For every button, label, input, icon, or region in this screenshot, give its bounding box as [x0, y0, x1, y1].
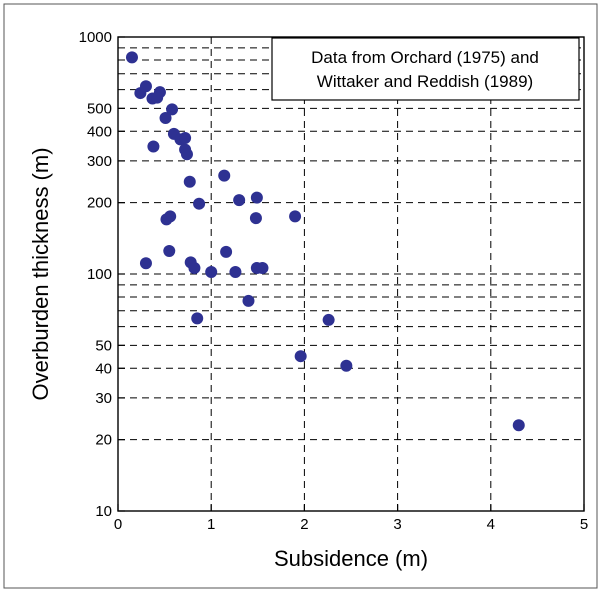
- data-point: [139, 80, 152, 93]
- x-tick-label: 4: [487, 516, 495, 533]
- annotation-line-1: Data from Orchard (1975) and: [311, 48, 539, 67]
- y-tick-label: 200: [87, 195, 112, 212]
- x-tick-label: 1: [207, 516, 215, 533]
- data-points: [125, 51, 525, 432]
- annotation-frame: [271, 37, 580, 101]
- y-tick-label: 100: [87, 266, 112, 283]
- data-point: [256, 262, 269, 275]
- y-tick-label: 1000: [79, 29, 112, 46]
- data-point: [289, 210, 302, 223]
- data-point: [220, 245, 233, 258]
- data-point: [249, 212, 262, 225]
- figure-frame: [3, 3, 598, 589]
- data-point: [159, 112, 172, 125]
- grid: [118, 36, 584, 511]
- data-point: [205, 265, 218, 278]
- data-point: [294, 350, 307, 363]
- data-point: [218, 169, 231, 182]
- y-tick-label: 20: [95, 432, 112, 449]
- data-point: [191, 312, 204, 325]
- x-tick-label: 2: [300, 516, 308, 533]
- y-tick-label: 40: [95, 360, 112, 377]
- data-point: [512, 419, 525, 432]
- x-axis-label: Subsidence (m): [274, 546, 428, 571]
- data-point: [188, 262, 201, 275]
- data-point: [229, 265, 242, 278]
- y-tick-label: 300: [87, 153, 112, 170]
- data-point: [250, 191, 263, 204]
- data-point: [322, 313, 335, 326]
- x-tick-label: 5: [580, 516, 588, 533]
- y-tick-label: 30: [95, 390, 112, 407]
- data-point: [242, 294, 255, 307]
- y-tick-label: 400: [87, 123, 112, 140]
- data-point: [163, 245, 176, 258]
- annotation-box: Data from Orchard (1975) and Wittaker an…: [271, 37, 580, 101]
- data-point: [151, 91, 164, 104]
- y-tick-label: 50: [95, 337, 112, 354]
- data-point: [193, 197, 206, 210]
- annotation-line-2: Wittaker and Reddish (1989): [317, 72, 533, 91]
- data-point: [147, 140, 160, 153]
- x-tick-label: 0: [114, 516, 122, 533]
- data-point: [180, 148, 193, 161]
- x-tick-label: 3: [393, 516, 401, 533]
- y-tick-label: 500: [87, 100, 112, 117]
- data-point: [139, 257, 152, 270]
- data-point: [160, 213, 173, 226]
- data-point: [183, 175, 196, 188]
- data-point: [166, 103, 179, 116]
- axis-ticks: 0 1 2 3 4 5 1000 500 400 300 200 100 50 40 30 20 10: [79, 29, 589, 533]
- y-axis-label: Overburden thickness (m): [28, 147, 53, 400]
- y-tick-label: 10: [95, 503, 112, 520]
- data-point: [125, 51, 138, 64]
- data-point: [340, 359, 353, 372]
- data-point: [233, 194, 246, 207]
- data-point: [179, 131, 192, 144]
